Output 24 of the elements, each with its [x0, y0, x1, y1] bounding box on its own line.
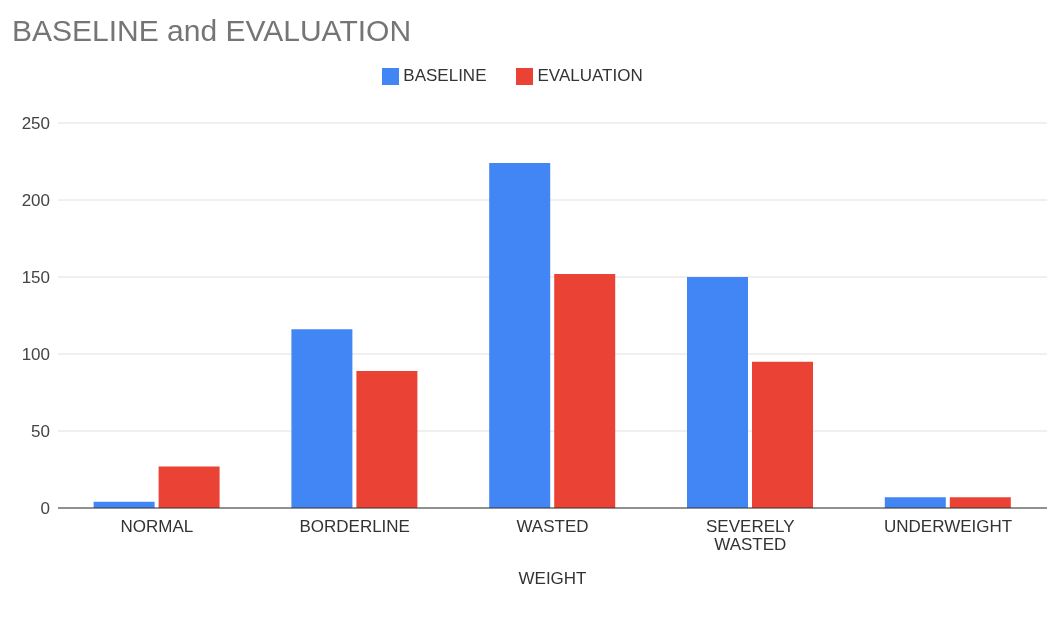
bar [158, 466, 220, 508]
bar [884, 497, 946, 508]
x-axis-title: WEIGHT [518, 569, 587, 588]
x-tick-label: SEVERELY WASTED [706, 517, 795, 554]
y-tick-label: 150 [21, 268, 50, 288]
x-tick-label: BORDERLINE [299, 517, 410, 536]
y-tick-label: 200 [21, 191, 50, 211]
legend-label: BASELINE [403, 66, 487, 85]
bar [291, 329, 353, 508]
bar [356, 370, 418, 508]
bar [949, 497, 1011, 508]
bar [687, 277, 748, 508]
y-tick-label: 0 [40, 499, 50, 519]
y-tick-label: 50 [31, 422, 50, 442]
y-tick-label: 100 [21, 345, 50, 365]
x-tick-label: NORMAL [120, 517, 194, 536]
chart-title: BASELINE and EVALUATION [12, 14, 412, 48]
y-tick-label: 250 [21, 114, 50, 134]
bar [554, 273, 616, 508]
x-tick-label: UNDERWEIGHT [884, 517, 1013, 536]
legend-label: EVALUATION [537, 66, 643, 85]
x-tick-label: WASTED [516, 517, 589, 536]
bar [752, 361, 813, 508]
bar [489, 163, 551, 508]
